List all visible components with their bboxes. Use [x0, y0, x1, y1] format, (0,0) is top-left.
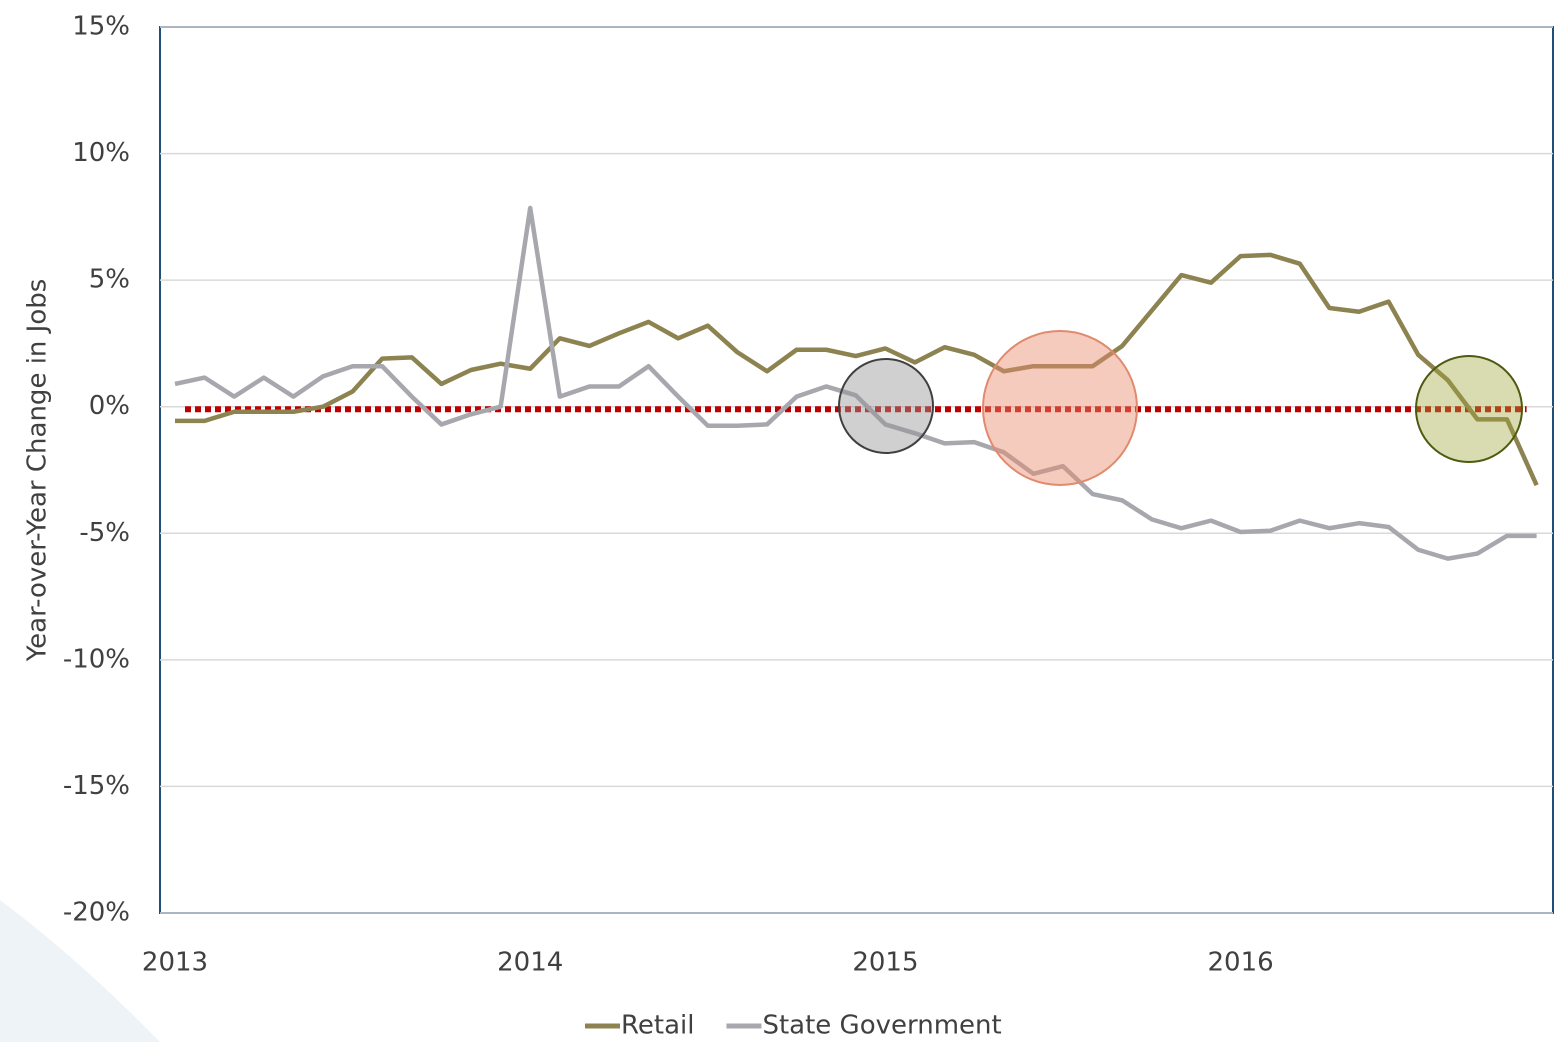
y-tick-label: 15%	[72, 12, 130, 42]
legend-label: Retail	[621, 1011, 694, 1041]
plot-frame	[159, 26, 1554, 914]
y-tick-label: 0%	[89, 391, 130, 421]
series-line	[174, 205, 1537, 561]
background-shape	[0, 900, 160, 1042]
legend: Retail State Government	[585, 1011, 1002, 1041]
y-axis-label: Year-over-Year Change in Jobs	[23, 279, 53, 663]
x-tick-label: 2014	[497, 948, 563, 978]
y-tick-label: 10%	[72, 138, 130, 168]
y-tick-label: -20%	[63, 898, 130, 928]
y-tick-label: -10%	[63, 644, 130, 674]
y-tick-label: -5%	[79, 518, 130, 548]
highlight-circle	[982, 330, 1138, 486]
highlight-circle	[838, 358, 934, 454]
legend-label: State Government	[762, 1011, 1001, 1041]
grid	[160, 26, 1553, 914]
series-line	[175, 252, 1539, 487]
y-tick-label: 5%	[89, 265, 130, 295]
x-tick-label: 2016	[1208, 948, 1274, 978]
y-tick-label: -15%	[63, 771, 130, 801]
marks	[174, 205, 1539, 561]
x-tick-label: 2013	[142, 948, 208, 978]
highlight-circle	[1415, 355, 1523, 463]
x-tick-label: 2015	[852, 948, 918, 978]
